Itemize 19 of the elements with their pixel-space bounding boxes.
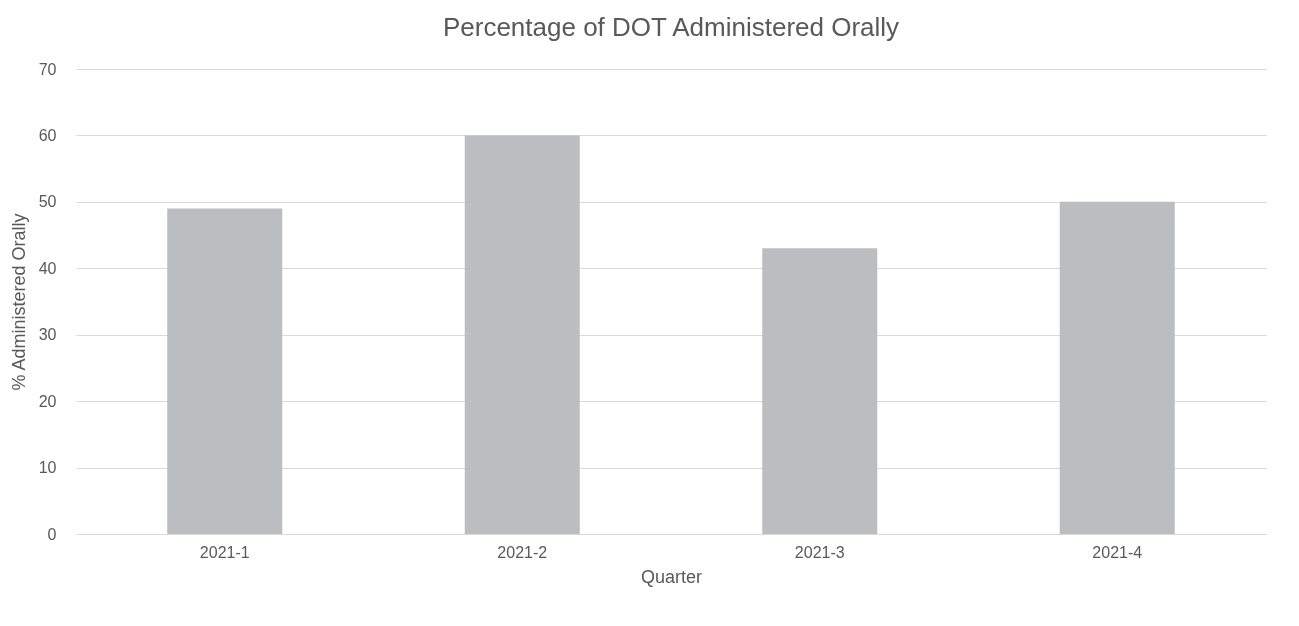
bar	[762, 248, 878, 534]
x-axis-title: Quarter	[640, 566, 703, 587]
x-tick-label: 2021-2	[497, 543, 548, 561]
y-tick-label: 30	[38, 326, 57, 344]
y-tick-label: 40	[38, 259, 57, 277]
y-tick-label: 10	[38, 459, 57, 477]
y-tick-label: 50	[38, 193, 57, 211]
y-tick-label: 20	[38, 392, 57, 410]
x-tick-label: 2021-4	[1092, 543, 1143, 561]
x-tick-label: 2021-1	[199, 543, 250, 561]
y-tick-label: 70	[38, 60, 57, 78]
bar	[1059, 201, 1175, 534]
bar	[464, 135, 580, 534]
bar	[167, 208, 283, 534]
y-tick-label: 0	[47, 525, 57, 543]
chart-title: Percentage of DOT Administered Orally	[442, 12, 900, 42]
x-tick-label: 2021-3	[794, 543, 845, 561]
y-tick-label: 60	[38, 126, 57, 144]
y-axis-title: % Administered Orally	[8, 213, 29, 391]
